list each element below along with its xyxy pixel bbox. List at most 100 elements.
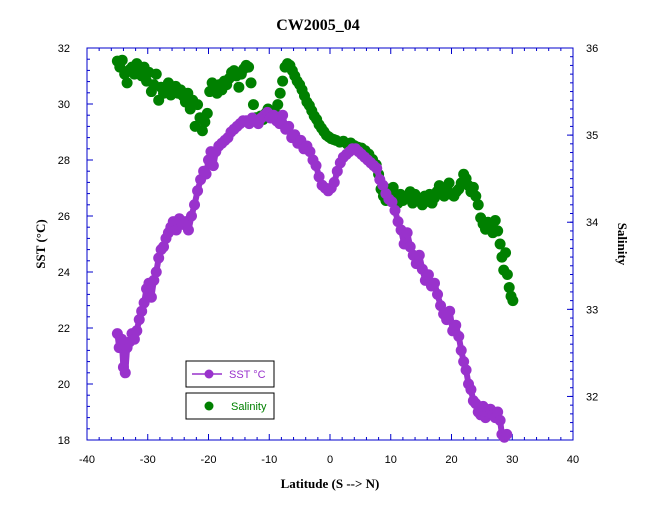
sst-point bbox=[371, 162, 383, 174]
salinity-point bbox=[387, 181, 399, 193]
x-tick-label: 40 bbox=[567, 454, 579, 466]
sst-point bbox=[136, 305, 148, 317]
salinity-point bbox=[277, 75, 289, 87]
y-axis-left: 18 20 22 24 26 28 30 32 bbox=[58, 43, 93, 447]
y2-tick-label: 34 bbox=[586, 217, 598, 229]
sst-point bbox=[277, 109, 289, 121]
x-tick-label: 20 bbox=[445, 454, 457, 466]
sst-point bbox=[150, 266, 162, 278]
chart-title: CW2005_04 bbox=[276, 17, 360, 34]
sst-point bbox=[133, 314, 145, 326]
salinity-point bbox=[116, 54, 128, 66]
salinity-point bbox=[233, 81, 245, 93]
legend-marker-salinity bbox=[204, 401, 214, 411]
y-tick-label: 28 bbox=[58, 155, 70, 167]
x-tick-label: -40 bbox=[79, 454, 95, 466]
y2-tick-label: 33 bbox=[586, 304, 598, 316]
sst-point bbox=[207, 160, 219, 172]
sst-point bbox=[158, 241, 170, 253]
x-axis: -40 -30 -20 -10 0 10 20 30 40 bbox=[79, 48, 579, 466]
sst-point bbox=[389, 204, 401, 216]
sst-point bbox=[200, 168, 212, 180]
sst-point bbox=[435, 300, 447, 312]
y-tick-label: 24 bbox=[58, 267, 70, 279]
y-tick-label: 20 bbox=[58, 379, 70, 391]
y2-tick-label: 32 bbox=[586, 391, 598, 403]
salinity-point bbox=[121, 77, 133, 89]
y2-tick-label: 36 bbox=[586, 43, 598, 55]
y-tick-label: 26 bbox=[58, 211, 70, 223]
salinity-point bbox=[472, 199, 484, 211]
sst-point bbox=[189, 199, 201, 211]
salinity-point bbox=[192, 99, 204, 111]
x-tick-label: 30 bbox=[506, 454, 518, 466]
salinity-point bbox=[274, 87, 286, 99]
sst-point bbox=[460, 364, 472, 376]
sst-point bbox=[428, 277, 440, 289]
sst-point bbox=[119, 367, 131, 379]
y-axis-right: 32 33 34 35 36 bbox=[567, 43, 598, 441]
sst-point bbox=[153, 252, 165, 264]
sst-point bbox=[386, 196, 398, 208]
sst-point bbox=[148, 274, 160, 286]
x-tick-label: -30 bbox=[140, 454, 156, 466]
sst-point bbox=[392, 216, 404, 228]
sst-point bbox=[494, 414, 506, 426]
salinity-point bbox=[243, 61, 255, 73]
sst-point bbox=[441, 314, 453, 326]
sst-point bbox=[413, 249, 425, 261]
legend-label-salinity: Salinity bbox=[231, 401, 267, 413]
salinity-point bbox=[201, 107, 213, 119]
x-tick-label: -10 bbox=[261, 454, 277, 466]
sst-point bbox=[185, 210, 197, 222]
salinity-point bbox=[492, 225, 504, 237]
sst-point bbox=[492, 406, 504, 418]
sst-point bbox=[458, 356, 470, 368]
sst-point bbox=[465, 384, 477, 396]
salinity-point bbox=[494, 238, 506, 250]
sst-point bbox=[450, 319, 462, 331]
salinity-point bbox=[199, 116, 211, 128]
series-sst bbox=[111, 106, 513, 443]
sst-point bbox=[304, 146, 316, 158]
sst-point bbox=[192, 185, 204, 197]
salinity-point bbox=[501, 268, 513, 280]
sst-point bbox=[404, 241, 416, 253]
salinity-point bbox=[247, 99, 259, 111]
sst-point bbox=[113, 342, 125, 354]
sst-point bbox=[331, 165, 343, 177]
salinity-point bbox=[196, 125, 208, 137]
y2-axis-label: Salinity bbox=[615, 223, 630, 266]
legend: SST °C Salinity bbox=[185, 360, 275, 420]
sst-point bbox=[444, 305, 456, 317]
sst-point bbox=[422, 269, 434, 281]
x-tick-label: 10 bbox=[385, 454, 397, 466]
salinity-point bbox=[245, 77, 257, 89]
sst-point bbox=[455, 344, 467, 356]
x-tick-label: -20 bbox=[201, 454, 217, 466]
legend-box-salinity bbox=[185, 392, 275, 420]
salinity-point bbox=[503, 282, 515, 294]
salinity-point bbox=[500, 247, 512, 259]
salinity-point bbox=[272, 99, 284, 111]
sst-point bbox=[453, 330, 465, 342]
sst-point bbox=[377, 179, 389, 191]
legend-marker-sst bbox=[204, 369, 214, 379]
sst-point bbox=[432, 288, 444, 300]
legend-label-sst: SST °C bbox=[229, 369, 266, 381]
sst-point bbox=[128, 333, 140, 345]
sst-point bbox=[313, 171, 325, 183]
sst-point bbox=[283, 120, 295, 132]
sst-point bbox=[145, 291, 157, 303]
y-tick-label: 22 bbox=[58, 323, 70, 335]
y-tick-label: 18 bbox=[58, 435, 70, 447]
x-tick-label: 0 bbox=[327, 454, 333, 466]
sst-point bbox=[501, 428, 513, 440]
salinity-point bbox=[489, 214, 501, 226]
salinity-point bbox=[467, 181, 479, 193]
x-axis-label: Latitude (S --> N) bbox=[281, 476, 380, 491]
salinity-point bbox=[150, 68, 162, 80]
sst-point bbox=[182, 224, 194, 236]
sst-point bbox=[328, 176, 340, 188]
